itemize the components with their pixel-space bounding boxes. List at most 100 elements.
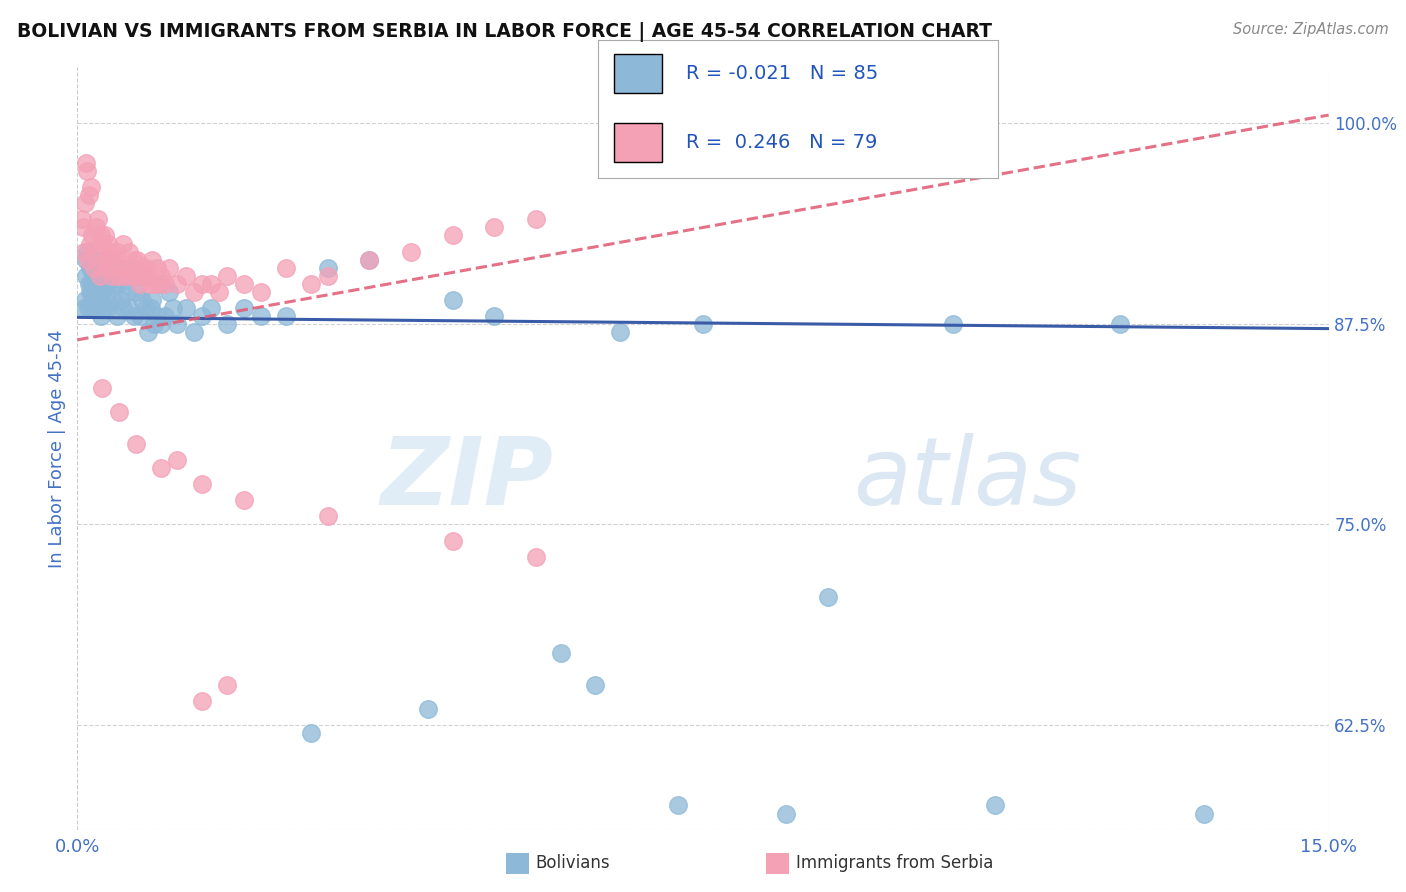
Point xyxy=(87,212,110,227)
Point xyxy=(200,277,222,291)
Point xyxy=(79,260,101,275)
Point xyxy=(1192,806,1215,821)
Point xyxy=(132,268,155,283)
Point xyxy=(131,293,153,307)
Point xyxy=(86,244,108,259)
Point xyxy=(125,285,148,299)
Point xyxy=(108,268,131,283)
Point xyxy=(90,309,112,323)
Point xyxy=(89,285,111,299)
Point xyxy=(316,509,339,524)
Text: R = -0.021   N = 85: R = -0.021 N = 85 xyxy=(686,64,877,83)
Point xyxy=(208,285,231,299)
Point xyxy=(1109,317,1132,331)
Point xyxy=(121,268,143,283)
Point xyxy=(200,301,222,315)
Point xyxy=(94,260,117,275)
Point xyxy=(484,220,506,235)
Point xyxy=(149,461,172,475)
Point xyxy=(91,236,114,251)
Point xyxy=(135,260,157,275)
Point xyxy=(129,309,152,323)
Point xyxy=(775,806,797,821)
Point xyxy=(98,252,121,267)
Point xyxy=(101,293,124,307)
Point xyxy=(108,260,131,275)
Text: Source: ZipAtlas.com: Source: ZipAtlas.com xyxy=(1233,22,1389,37)
Point xyxy=(104,277,127,291)
Point xyxy=(145,309,167,323)
Text: R =  0.246   N = 79: R = 0.246 N = 79 xyxy=(686,133,877,152)
Point xyxy=(82,228,104,243)
Point xyxy=(84,301,107,315)
Point xyxy=(139,301,162,315)
Point xyxy=(132,268,155,283)
Point xyxy=(79,285,101,299)
Point xyxy=(441,293,464,307)
Point xyxy=(127,268,149,283)
Point xyxy=(80,285,103,299)
Point xyxy=(122,309,145,323)
Point xyxy=(100,244,122,259)
Point xyxy=(166,453,188,467)
Point xyxy=(550,646,572,660)
Point xyxy=(217,317,239,331)
Point xyxy=(110,293,132,307)
Point xyxy=(75,156,97,170)
Point xyxy=(96,293,118,307)
Point xyxy=(77,252,100,267)
Point xyxy=(93,252,115,267)
Point xyxy=(105,244,128,259)
FancyBboxPatch shape xyxy=(613,54,662,93)
Point xyxy=(77,188,100,202)
Point xyxy=(136,268,159,283)
Point xyxy=(583,678,606,692)
Point xyxy=(87,252,110,267)
Point xyxy=(141,293,163,307)
Point xyxy=(149,317,172,331)
Point xyxy=(166,277,188,291)
Point xyxy=(250,285,273,299)
Point xyxy=(73,244,96,259)
Point xyxy=(112,236,135,251)
Point xyxy=(101,268,124,283)
Point xyxy=(157,260,180,275)
Point xyxy=(942,317,965,331)
Point xyxy=(316,260,339,275)
Point xyxy=(91,381,114,395)
Point xyxy=(73,196,96,211)
Point xyxy=(162,301,184,315)
Point xyxy=(143,277,166,291)
Point xyxy=(91,285,114,299)
Point xyxy=(127,252,149,267)
Point xyxy=(83,260,105,275)
Point xyxy=(217,678,239,692)
Point xyxy=(984,798,1007,813)
FancyBboxPatch shape xyxy=(613,123,662,161)
Point xyxy=(70,212,93,227)
Point xyxy=(817,590,839,604)
Point xyxy=(82,268,104,283)
Point xyxy=(299,277,322,291)
Point xyxy=(75,268,97,283)
Point xyxy=(316,268,339,283)
Point xyxy=(441,533,464,548)
Point xyxy=(97,236,120,251)
Point xyxy=(76,244,98,259)
Point xyxy=(83,268,105,283)
Point xyxy=(104,252,127,267)
Point xyxy=(149,268,172,283)
Point xyxy=(96,277,118,291)
Point xyxy=(114,268,136,283)
Point xyxy=(97,301,120,315)
Point xyxy=(274,309,297,323)
Point xyxy=(145,260,167,275)
Point xyxy=(191,477,214,491)
Point xyxy=(484,309,506,323)
Point xyxy=(79,277,101,291)
Point xyxy=(183,325,205,339)
Text: atlas: atlas xyxy=(853,434,1081,524)
Point xyxy=(83,260,105,275)
Point xyxy=(359,252,381,267)
Point xyxy=(399,244,422,259)
